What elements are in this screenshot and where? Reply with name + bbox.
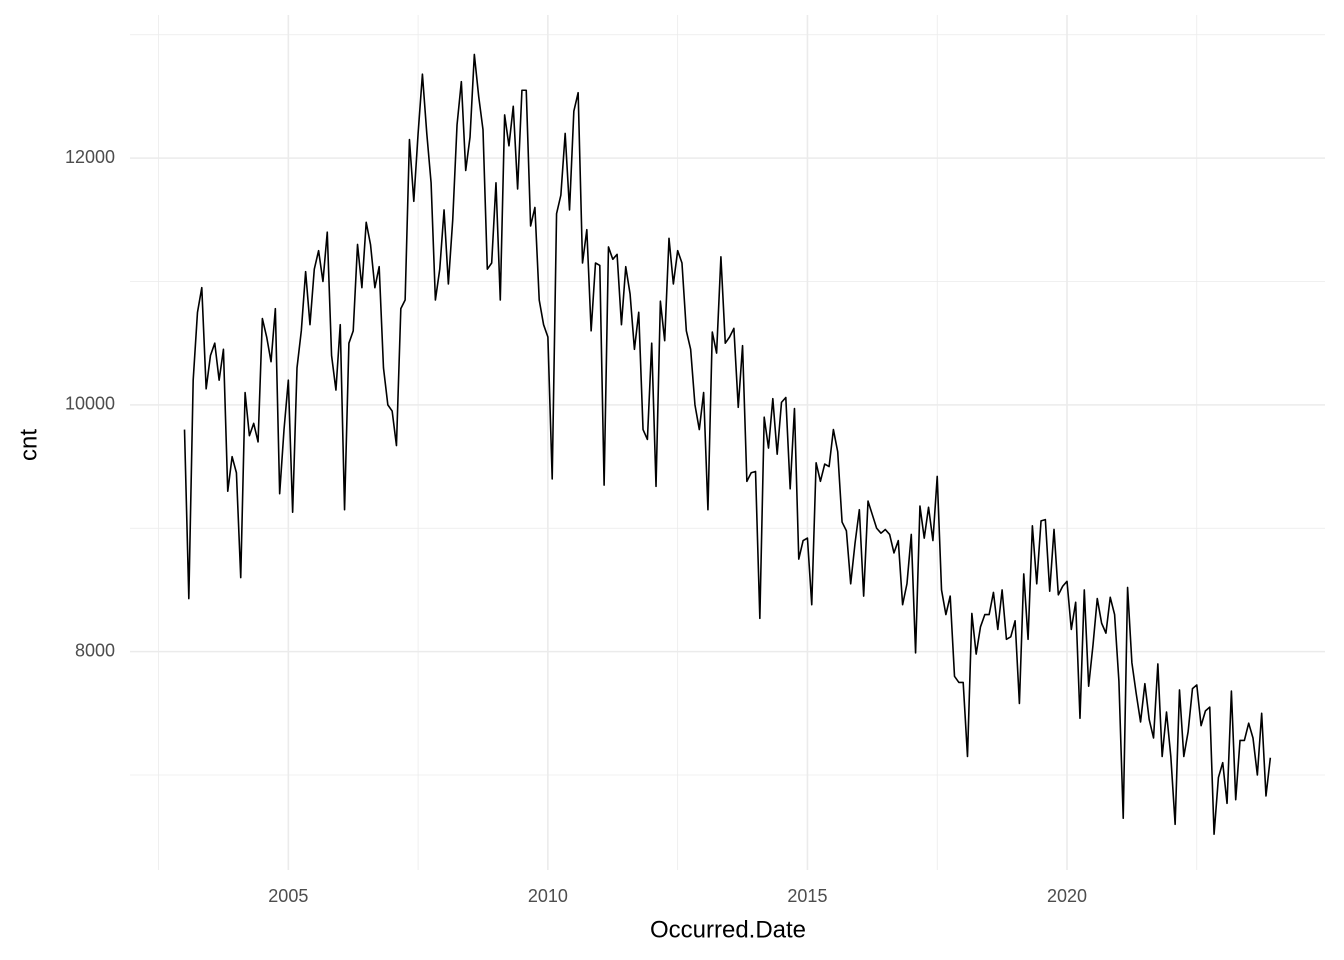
x-tick-label: 2020 — [1047, 886, 1087, 906]
x-tick-label: 2010 — [528, 886, 568, 906]
x-tick-label: 2015 — [787, 886, 827, 906]
data-line — [183, 53, 1272, 836]
x-tick-label: 2005 — [268, 886, 308, 906]
y-axis-title: cnt — [15, 429, 42, 461]
y-tick-label: 10000 — [65, 394, 115, 414]
y-tick-label: 8000 — [75, 640, 115, 660]
y-tick-label: 12000 — [65, 147, 115, 167]
x-axis-title: Occurred.Date — [650, 916, 806, 943]
